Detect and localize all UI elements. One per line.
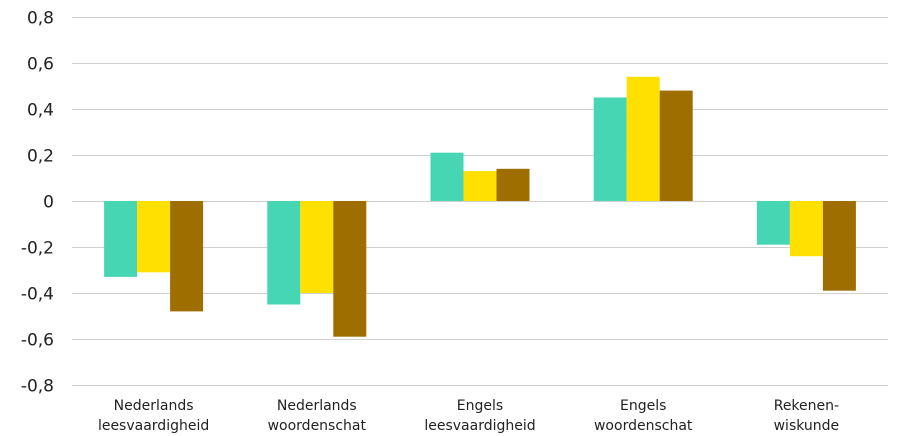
y-tick-label: -0,8	[21, 377, 54, 397]
bar	[496, 168, 530, 201]
bar	[789, 201, 823, 257]
bar	[170, 201, 204, 312]
y-tick-label: -0,2	[21, 239, 54, 259]
y-tick-label: 0,2	[27, 147, 54, 167]
y-tick-label: 0,8	[27, 9, 54, 29]
bar	[430, 152, 464, 201]
gridlines	[72, 17, 888, 386]
x-category-label: Engels leesvaardigheid	[424, 398, 535, 434]
y-axis-tick-labels: 0,8 0,6 0,4 0,2 0 -0,2 -0,4 -0,6 -0,8	[21, 9, 54, 397]
x-category-label: Nederlands woordenschat	[268, 398, 367, 434]
bar	[626, 76, 660, 201]
y-tick-label: -0,4	[21, 285, 54, 305]
bar	[822, 201, 856, 291]
x-axis-category-labels: Nederlands leesvaardigheid Nederlands woord…	[98, 398, 839, 434]
bar	[300, 201, 334, 293]
y-tick-label: -0,6	[21, 331, 54, 351]
y-tick-label: 0,4	[27, 101, 54, 121]
bar	[463, 171, 497, 201]
y-tick-label: 0	[43, 193, 54, 213]
x-category-label: Nederlands leesvaardigheid	[98, 398, 209, 434]
y-tick-label: 0,6	[27, 55, 54, 75]
bar	[333, 201, 367, 337]
bar	[137, 201, 171, 273]
bar	[593, 97, 627, 201]
x-category-label: Rekenen-wiskunde	[774, 398, 840, 434]
bar	[659, 90, 693, 201]
bar	[104, 201, 138, 277]
bar	[756, 201, 790, 245]
x-category-label: Engels woordenschat	[594, 398, 693, 434]
bars	[104, 76, 856, 337]
bar	[267, 201, 301, 305]
